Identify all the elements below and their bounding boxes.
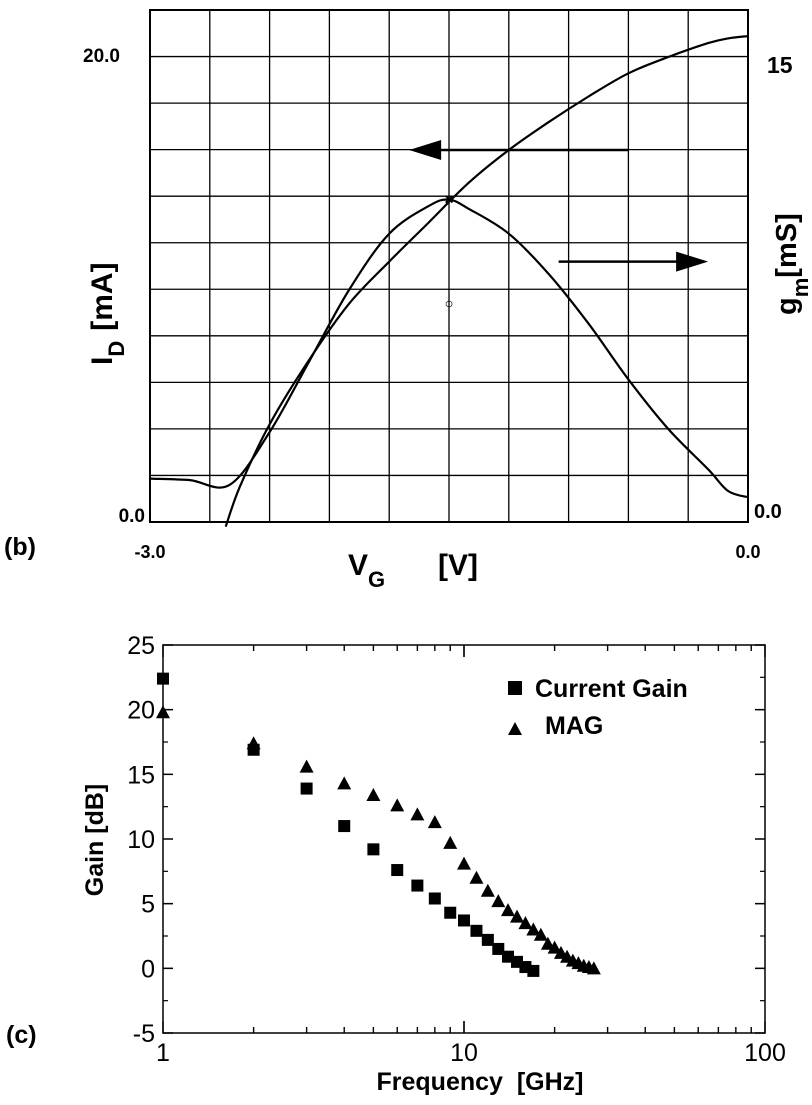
panel-c-ticks	[162, 644, 766, 1034]
legend-triangle-marker	[508, 722, 522, 735]
mag-point	[510, 909, 525, 923]
panel-b-x-axis-label: VG [V]	[348, 549, 478, 592]
mag-point	[299, 759, 314, 773]
panel-c-label: (c)	[6, 1021, 37, 1049]
current-gain-point	[470, 924, 483, 937]
mag-point	[480, 883, 495, 897]
panel-b-xlabel-unit: [V]	[438, 549, 478, 582]
panel-b-label: (b)	[4, 533, 36, 561]
transconductance-curve	[150, 198, 748, 499]
mag-point	[337, 776, 352, 790]
mag-point	[366, 788, 381, 802]
panel-c-tick-labels: -5 0 5 10 15 20 25 1 10 100	[127, 632, 786, 1067]
current-gain-point	[527, 964, 540, 977]
panel-b-x-tick-left: -3.0	[134, 542, 165, 562]
current-gain-point	[411, 879, 424, 892]
panel-b-left-tick-bottom: 0.0	[119, 506, 145, 527]
current-gain-point	[444, 906, 457, 919]
panel-b-xlabel-sub: G	[368, 567, 385, 592]
panel-c-y-axis-label: Gain [dB]	[81, 784, 109, 897]
mag-point	[540, 936, 555, 950]
mag-point	[410, 807, 425, 821]
panel-b-plot-frame	[149, 9, 749, 523]
panel-c-x-axis-label: Frequency [GHz]	[377, 1068, 584, 1096]
current-gain-point	[300, 782, 313, 795]
peak-gm-marker: ×	[444, 192, 453, 209]
mag-point	[526, 922, 541, 936]
panel-c-data-points	[156, 672, 601, 977]
legend-mag-label: MAG	[545, 712, 603, 740]
panel-c-chart: -5 0 5 10 15 20 25 1 10 100 Current Gain MAG Freq…	[6, 632, 786, 1096]
current-gain-point	[458, 914, 470, 927]
x-tick-label: 10	[450, 1039, 478, 1067]
mag-point	[443, 835, 458, 849]
drain-current-curve	[224, 35, 748, 527]
mag-point	[156, 705, 170, 719]
current-gain-point	[391, 864, 404, 877]
panel-b-left-y-axis-label: ID [mA]	[86, 262, 129, 365]
bias-point-marker: ○	[444, 295, 453, 312]
panel-b-grid	[150, 10, 748, 522]
legend-square-marker	[508, 681, 522, 695]
panel-b-ylabel-left-main: I	[86, 357, 119, 365]
mag-point	[491, 894, 506, 908]
mag-point	[457, 856, 471, 870]
current-gain-point	[428, 892, 441, 905]
panel-b-series	[150, 35, 748, 527]
mag-point	[246, 736, 261, 750]
y-tick-label: 15	[127, 761, 155, 789]
panel-c-legend: Current Gain MAG	[508, 675, 688, 740]
y-tick-label: -5	[133, 1020, 155, 1048]
x-tick-label: 1	[156, 1039, 170, 1067]
current-gain-point	[492, 942, 505, 955]
panel-b-chart: ×○ 20.0 0.0 15 0.0 -3.0 0.0 VG [V] ID[mA]…	[4, 9, 812, 592]
arrow-right-head	[676, 251, 709, 272]
y-tick-label: 10	[127, 826, 155, 854]
mag-point	[518, 916, 533, 930]
panel-c-plot-frame	[162, 644, 766, 1034]
panel-b-right-y-axis-label: gm[mS]	[771, 213, 812, 315]
arrow-left-head	[409, 140, 442, 160]
panel-b-markers: ×○	[444, 192, 453, 313]
panel-b-left-tick-top: 20.0	[83, 46, 120, 67]
current-gain-point	[367, 843, 380, 856]
legend-current-gain-label: Current Gain	[535, 675, 688, 703]
current-gain-point	[157, 672, 169, 685]
panel-b-ylabel-right-unit: [mS]	[771, 213, 803, 277]
panel-b-ylabel-right-main: g	[771, 297, 803, 315]
panel-b-x-tick-right: 0.0	[735, 542, 760, 562]
panel-b-right-tick-top: 15	[767, 52, 793, 78]
y-tick-label: 5	[141, 891, 155, 919]
y-tick-label: 25	[127, 632, 155, 660]
panel-b-xlabel-main: V	[348, 549, 368, 582]
panel-b-ylabel-left-unit: [mA]	[86, 262, 119, 330]
x-tick-label: 100	[744, 1039, 786, 1067]
panel-b-ylabel-right-sub: m	[788, 278, 812, 298]
mag-point	[469, 870, 484, 884]
y-tick-label: 20	[127, 697, 155, 725]
mag-point	[547, 940, 562, 954]
y-tick-label: 0	[141, 955, 155, 983]
panel-b-arrows	[409, 140, 709, 272]
mag-point	[500, 903, 515, 917]
mag-point	[427, 815, 442, 829]
mag-point	[390, 798, 405, 812]
mag-point	[533, 927, 548, 941]
current-gain-point	[338, 820, 351, 833]
mag-point	[586, 961, 601, 975]
panel-b-right-tick-bottom: 0.0	[754, 501, 782, 523]
current-gain-point	[501, 950, 514, 963]
panel-b-ylabel-left-sub: D	[104, 341, 129, 357]
current-gain-point	[481, 933, 494, 946]
